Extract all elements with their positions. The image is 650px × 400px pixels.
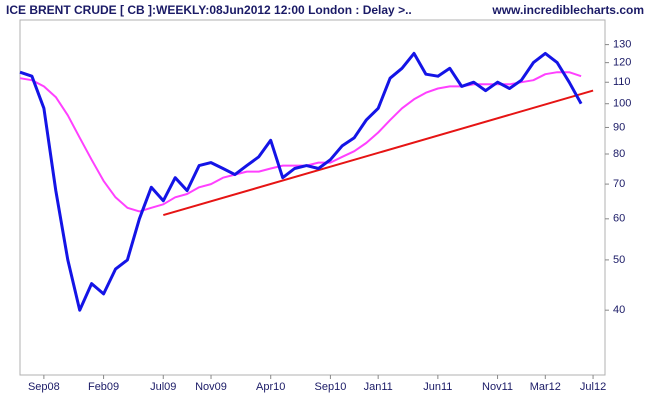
- x-tick-label: Mar12: [530, 381, 561, 393]
- plot-frame: [19, 19, 606, 376]
- y-tick-label: 110: [613, 76, 631, 88]
- source: www.incrediblecharts.com: [491, 3, 644, 17]
- y-tick-label: 120: [613, 57, 631, 69]
- series-line: [19, 51, 583, 312]
- x-tick-label: Apr10: [256, 381, 285, 393]
- trendline: [163, 89, 594, 217]
- x-tick-label: Sep08: [28, 381, 60, 393]
- chart-title: ICE BRENT CRUDE [ CB ]:WEEKLY:08Jun2012 …: [6, 3, 412, 17]
- y-tick-label: 60: [613, 213, 625, 225]
- y-tick-label: 80: [613, 148, 625, 160]
- y-tick-label: 130: [613, 39, 631, 51]
- x-tick-label: Nov11: [482, 381, 513, 393]
- y-tick-label: 70: [613, 178, 625, 190]
- x-tick-label: Jul09: [150, 381, 176, 393]
- x-tick-label: Feb09: [88, 381, 119, 393]
- y-tick-label: 100: [613, 98, 631, 110]
- x-tick-label: Nov09: [195, 381, 227, 393]
- x-tick-label: Jul12: [580, 381, 606, 393]
- y-tick-label: 90: [613, 121, 625, 133]
- x-tick-label: Jan11: [364, 381, 393, 393]
- x-tick-label: Jun11: [423, 381, 452, 393]
- y-tick-label: 50: [613, 254, 625, 266]
- x-tick-label: Sep10: [315, 381, 347, 393]
- y-tick-label: 40: [613, 304, 625, 316]
